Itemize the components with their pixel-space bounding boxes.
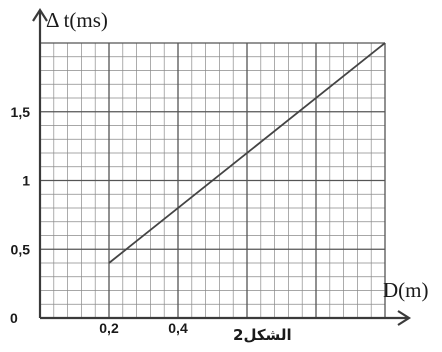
- y-tick-label: 0,5: [11, 241, 31, 257]
- series-line: [108, 42, 386, 264]
- figure-caption: الشكل2: [233, 326, 292, 344]
- tick-labels: 0,2 0,4 0,5 1 1,5: [11, 104, 188, 336]
- axes: [32, 7, 412, 326]
- x-axis-arrow-icon: [397, 310, 412, 326]
- series-layer: [108, 42, 386, 264]
- x-axis-label: D(m): [383, 278, 429, 302]
- x-tick-label: 0,4: [168, 320, 188, 336]
- x-tick-label: 0,2: [99, 320, 119, 336]
- y-axis-label: Δ t(ms): [46, 8, 108, 32]
- y-tick-label: 1,5: [11, 104, 31, 120]
- origin-label: 0: [10, 310, 18, 326]
- y-axis-arrow-icon: [32, 7, 48, 22]
- y-tick-label: 1: [22, 173, 30, 189]
